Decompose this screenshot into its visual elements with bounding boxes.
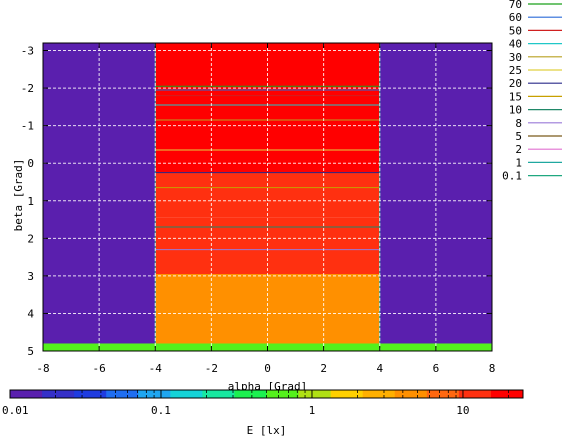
legend-label: 70 xyxy=(509,0,522,11)
legend-label: 2 xyxy=(515,143,522,156)
colorbar-segment xyxy=(330,390,364,398)
x-tick-label: 8 xyxy=(489,362,496,375)
legend-label: 20 xyxy=(509,77,522,90)
colorbar-segment xyxy=(490,390,524,398)
colorbar-segment xyxy=(234,390,267,398)
colorbar-tick-label: 0.01 xyxy=(2,404,29,417)
legend-label: 8 xyxy=(515,117,522,130)
y-tick-label: 4 xyxy=(27,307,34,320)
x-tick-label: 6 xyxy=(433,362,440,375)
x-tick-label: 2 xyxy=(320,362,327,375)
colorbar-segment xyxy=(298,390,332,398)
x-tick-label: 4 xyxy=(376,362,383,375)
colorbar-segment xyxy=(10,390,43,398)
y-axis-title: beta [Grad] xyxy=(12,159,25,232)
colorbar-segment xyxy=(458,390,492,398)
colorbar-tick-label: 0.1 xyxy=(151,404,171,417)
colorbar-segment xyxy=(362,390,396,398)
x-tick-label: -4 xyxy=(149,362,163,375)
colorbar-segment xyxy=(170,390,203,398)
legend-label: 0.1 xyxy=(502,170,522,183)
legend-label: 15 xyxy=(509,90,522,103)
x-tick-label: 0 xyxy=(264,362,271,375)
colorbar-tick-label: 1 xyxy=(309,404,316,417)
colorbar-segment xyxy=(426,390,460,398)
y-axis-ticks: -3 -2 -1 0 1 2 3 4 5 xyxy=(21,45,492,358)
x-axis-ticks: -8 -6 -4 -2 0 2 4 6 8 xyxy=(36,43,495,375)
y-tick-label: 3 xyxy=(27,270,34,283)
x-tick-label: -2 xyxy=(205,362,218,375)
colorbar-segment xyxy=(106,390,139,398)
colorbar-segment xyxy=(138,390,171,398)
legend-label: 25 xyxy=(509,64,522,77)
legend-label: 5 xyxy=(515,130,522,143)
y-tick-label: 5 xyxy=(27,345,34,358)
colorbar-tick-label: 10 xyxy=(456,404,469,417)
legend-label: 60 xyxy=(509,11,522,24)
y-tick-label: 0 xyxy=(27,157,34,170)
colorbar-segment xyxy=(266,390,300,398)
legend-label: 1 xyxy=(515,156,522,169)
legend-label: 40 xyxy=(509,38,522,51)
colorbar-segment xyxy=(394,390,428,398)
legend-label: 10 xyxy=(509,104,522,117)
x-tick-label: -6 xyxy=(93,362,106,375)
legend-label: 50 xyxy=(509,24,522,37)
y-tick-label: 1 xyxy=(27,195,34,208)
colorbar-segment xyxy=(42,390,75,398)
legend-label: 30 xyxy=(509,51,522,64)
colorbar-segment xyxy=(202,390,235,398)
colorbar-title: E [lx] xyxy=(247,424,287,437)
colorbar-segment xyxy=(74,390,107,398)
colorbar: 0.01 0.1 1 10 xyxy=(2,389,524,417)
y-tick-label: -2 xyxy=(21,82,34,95)
y-tick-label: -3 xyxy=(21,45,34,58)
y-tick-label: -1 xyxy=(21,120,34,133)
y-tick-label: 2 xyxy=(27,232,34,245)
x-tick-label: -8 xyxy=(36,362,49,375)
